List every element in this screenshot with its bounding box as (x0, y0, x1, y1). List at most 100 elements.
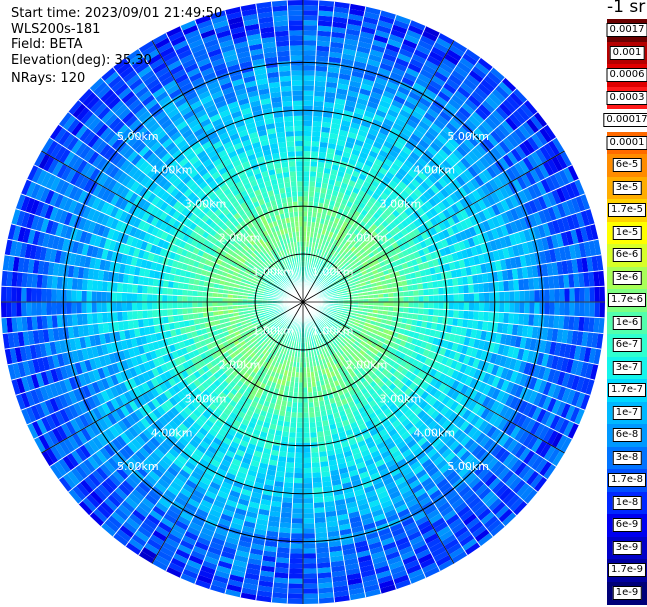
range-bin (374, 29, 391, 39)
range-bin (303, 75, 315, 81)
range-bin (579, 302, 585, 317)
range-bin (473, 212, 483, 225)
range-bin (318, 5, 335, 12)
range-bin (377, 67, 392, 77)
range-bin (323, 262, 328, 269)
range-bin (473, 224, 482, 236)
range-bin (360, 185, 369, 194)
range-bin (317, 161, 326, 168)
range-bin (351, 170, 361, 178)
range-bin (366, 100, 379, 110)
range-bin (382, 90, 396, 100)
range-bin (323, 269, 329, 275)
range-bin (514, 127, 527, 143)
range-bin (343, 269, 350, 275)
range-bin (314, 522, 327, 529)
range-bin (366, 58, 381, 68)
range-bin (308, 412, 316, 418)
range-bin (456, 145, 468, 158)
range-bin (288, 568, 303, 574)
range-bin (419, 240, 428, 249)
range-bin (331, 21, 348, 29)
range-bin (325, 86, 337, 94)
range-bin (303, 140, 312, 147)
range-bin (325, 270, 330, 276)
range-bin (407, 182, 417, 192)
range-bin (316, 171, 324, 178)
range-bin (315, 176, 323, 183)
range-bin (448, 44, 465, 58)
range-bin (473, 127, 487, 141)
range-bin (321, 261, 326, 268)
range-bin (343, 172, 352, 180)
range-bin (353, 107, 366, 116)
range-bin (408, 302, 414, 308)
range-bin (365, 63, 380, 73)
range-bin (477, 198, 487, 211)
range-bin (414, 174, 425, 185)
range-bin (291, 513, 303, 519)
range-bin (366, 241, 374, 249)
range-bin (530, 151, 543, 167)
range-bin (334, 258, 341, 265)
range-bin (303, 241, 307, 247)
range-bin (446, 216, 456, 227)
range-bin (345, 28, 361, 37)
range-bin (494, 85, 510, 100)
range-bin (423, 149, 435, 160)
range-bin (308, 186, 316, 192)
range-bin (314, 512, 326, 519)
range-bin (376, 154, 387, 163)
range-bin (526, 136, 540, 152)
range-bin (324, 286, 330, 291)
range-bin (355, 50, 370, 59)
range-bin (412, 147, 424, 158)
range-bin (370, 145, 381, 154)
range-bin (288, 432, 297, 438)
range-bin (421, 30, 438, 42)
range-bin (323, 101, 335, 109)
range-bin (303, 85, 315, 91)
range-bin (315, 275, 320, 281)
ray-separator (302, 10, 382, 303)
range-bin (340, 58, 355, 66)
range-bin (433, 70, 449, 83)
range-bin (343, 146, 353, 154)
range-bin (415, 44, 431, 56)
range-bin (318, 0, 335, 7)
range-bin (589, 302, 595, 318)
range-bin (453, 65, 469, 79)
range-bin (447, 137, 460, 149)
range-bin (547, 140, 561, 157)
range-bin (423, 308, 429, 316)
range-bin (439, 129, 452, 142)
range-bin (303, 503, 314, 509)
range-bin (295, 432, 303, 438)
range-bin (313, 100, 325, 107)
range-bin (456, 160, 468, 173)
range-bin (303, 30, 318, 36)
range-bin (316, 431, 325, 438)
range-bin (552, 137, 565, 154)
range-bin (494, 143, 507, 158)
range-bin (388, 33, 405, 44)
range-bin (434, 152, 446, 164)
range-bin (303, 110, 314, 117)
range-bin (445, 195, 455, 207)
range-bin (364, 159, 374, 168)
range-bin (303, 598, 319, 604)
range-bin (421, 64, 437, 76)
range-bin (438, 309, 444, 317)
range-bin (438, 287, 444, 295)
range-bin (533, 111, 548, 128)
range-bin (424, 163, 435, 174)
range-bin (321, 250, 326, 257)
range-bin (594, 302, 600, 318)
range-bin (328, 51, 343, 59)
range-bin (309, 432, 318, 438)
range-bin (486, 206, 497, 219)
range-bin (340, 257, 346, 263)
range-bin (421, 213, 430, 223)
range-bin (377, 20, 394, 30)
range-bin (329, 46, 344, 54)
